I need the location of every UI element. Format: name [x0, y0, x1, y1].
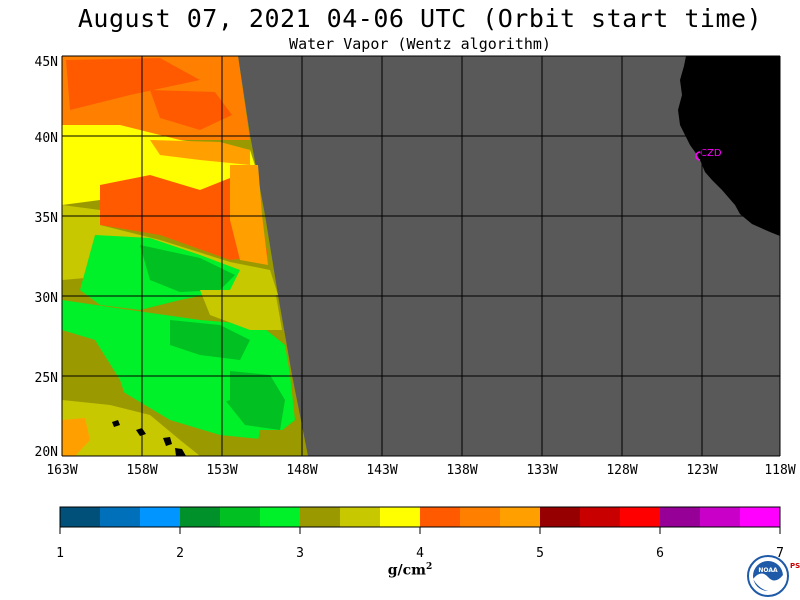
colorbar-swatch — [500, 507, 541, 527]
lat-label: 30N — [35, 291, 58, 306]
colorbar-tick-label: 3 — [296, 546, 304, 561]
land-region — [678, 56, 780, 236]
lon-label: 153W — [206, 463, 237, 478]
lat-label: 25N — [35, 371, 58, 386]
psl-logo-text: PSL — [790, 562, 800, 570]
lat-label: 35N — [35, 211, 58, 226]
colorbar-tick-label: 4 — [416, 546, 424, 561]
map-area: CZD — [62, 56, 780, 456]
colorbar-swatch — [300, 507, 341, 527]
colorbar-swatch — [420, 507, 461, 527]
lon-label: 138W — [446, 463, 477, 478]
svg-text:NOAA: NOAA — [758, 567, 778, 574]
map-subtitle: Water Vapor (Wentz algorithm) — [289, 35, 551, 53]
lon-label: 148W — [286, 463, 317, 478]
island — [112, 420, 120, 427]
noaa-logo: NOAA — [747, 555, 789, 597]
lon-label: 128W — [606, 463, 637, 478]
lon-label: 163W — [46, 463, 77, 478]
station-label: CZD — [700, 148, 722, 159]
colorbar-tick-label: 6 — [656, 546, 664, 561]
island — [175, 448, 186, 456]
lon-label: 123W — [686, 463, 717, 478]
station-marker — [695, 151, 701, 161]
colorbar-swatch — [540, 507, 581, 527]
map-title: August 07, 2021 04-06 UTC (Orbit start t… — [77, 4, 763, 33]
lon-label: 118W — [764, 463, 795, 478]
colorbar-units: g/cm2 — [387, 562, 433, 579]
lat-label: 40N — [35, 131, 58, 146]
lat-label: 20N — [35, 445, 58, 460]
island — [136, 428, 146, 436]
lon-label: 133W — [526, 463, 557, 478]
colorbar-swatch — [460, 507, 501, 527]
colorbar-swatch — [140, 507, 181, 527]
map-grid — [61, 55, 781, 457]
colorbar-ticks: 1 2 3 4 5 6 7 — [56, 527, 784, 561]
colorbar-swatch — [60, 507, 101, 527]
colorbar-tick-label: 1 — [56, 546, 64, 561]
colorbar-swatch — [100, 507, 141, 527]
lon-label: 158W — [126, 463, 157, 478]
colorbar-swatch — [580, 507, 621, 527]
colorbar-swatch — [220, 507, 261, 527]
colorbar-swatch — [620, 507, 661, 527]
colorbar-tick-label: 5 — [536, 546, 544, 561]
colorbar — [60, 507, 781, 527]
colorbar-swatch — [700, 507, 741, 527]
island — [163, 437, 172, 446]
colorbar-swatch — [660, 507, 701, 527]
lat-label: 45N — [35, 55, 58, 70]
colorbar-tick-label: 7 — [776, 546, 784, 561]
colorbar-swatch — [260, 507, 301, 527]
colorbar-swatch — [380, 507, 421, 527]
colorbar-swatch — [740, 507, 781, 527]
lon-label: 143W — [366, 463, 397, 478]
colorbar-swatch — [180, 507, 221, 527]
colorbar-swatch — [340, 507, 381, 527]
colorbar-tick-label: 2 — [176, 546, 184, 561]
